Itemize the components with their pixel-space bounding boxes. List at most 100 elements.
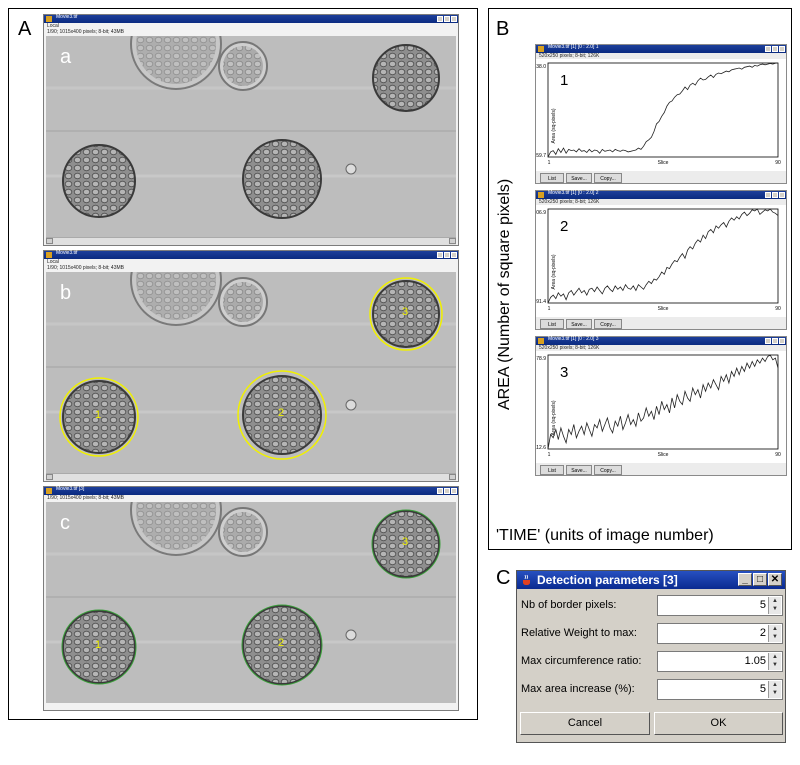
copy-button[interactable]: Copy... — [594, 319, 622, 329]
dialog-titlebar[interactable]: Detection parameters [3] _ □ ✕ — [517, 571, 785, 589]
image-canvas-a[interactable]: a — [46, 36, 456, 237]
circumference-ratio-stepper[interactable]: 1.05 ▲ ▼ — [657, 651, 783, 672]
close-icon[interactable] — [451, 488, 457, 494]
area-plot-2: 24306.9 23491.41 90 Slice Area (sq-pixels) 2 — [536, 205, 786, 317]
horizontal-scrollbar[interactable] — [46, 237, 456, 245]
x-axis-label: Slice — [658, 306, 669, 312]
plot-window-1[interactable]: Movie3.tif [1] [0 : 2.0] 1 520x250 pixels… — [535, 44, 787, 184]
x-min-label: 1 — [548, 452, 551, 458]
image-window-a[interactable]: Movie3.tif Local 1/90; 1015x400 pixels; … — [43, 14, 459, 246]
save-button[interactable]: Save... — [566, 173, 592, 183]
roi-circle-2[interactable] — [237, 370, 327, 460]
cancel-button[interactable]: Cancel — [520, 712, 650, 735]
contour-1[interactable] — [61, 609, 137, 685]
minimize-icon[interactable] — [437, 252, 443, 258]
image-window-a-titlebar[interactable]: Movie3.tif — [44, 14, 458, 23]
plot-window-3[interactable]: Movie3.tif [1] [0 : 2.0] 3 520x250 pixels… — [535, 336, 787, 476]
y-axis-label: Area (sq-pixels) — [551, 400, 557, 435]
x-axis-title: 'TIME' (units of image number) — [496, 527, 714, 544]
spin-down-icon[interactable]: ▼ — [772, 690, 778, 696]
image-window-c-titlebar[interactable]: Movie3.tif [3] — [44, 486, 458, 495]
minimize-icon[interactable] — [765, 192, 771, 198]
detection-parameters-dialog[interactable]: Detection parameters [3] _ □ ✕ Nb of bor… — [516, 570, 786, 743]
copy-button[interactable]: Copy... — [594, 465, 622, 475]
spinner-arrows[interactable]: ▲ ▼ — [768, 681, 781, 698]
spin-down-icon[interactable]: ▼ — [772, 634, 778, 640]
spin-up-icon[interactable]: ▲ — [772, 598, 778, 604]
minimize-icon[interactable]: _ — [738, 573, 752, 586]
area-increase-value[interactable]: 5 — [759, 683, 766, 695]
contour-3[interactable] — [371, 509, 441, 579]
spinner-arrows[interactable]: ▲ ▼ — [768, 597, 781, 614]
close-icon[interactable]: ✕ — [768, 573, 782, 586]
imagej-icon — [46, 488, 52, 494]
y-max-label: 23678.9 — [536, 356, 546, 362]
close-icon[interactable] — [451, 16, 457, 22]
microscopy-image-c — [46, 502, 456, 703]
close-icon[interactable] — [779, 192, 785, 198]
save-button[interactable]: Save... — [566, 465, 592, 475]
save-button[interactable]: Save... — [566, 319, 592, 329]
ok-button[interactable]: OK — [654, 712, 783, 735]
roi-circle-1[interactable] — [59, 377, 139, 457]
list-button[interactable]: List — [540, 173, 564, 183]
horizontal-scrollbar[interactable] — [46, 473, 456, 481]
contour-2[interactable] — [241, 604, 323, 686]
y-axis-label: Area (sq-pixels) — [551, 254, 557, 289]
plot-number: 3 — [560, 364, 568, 381]
subpanel-letter-c: c — [60, 512, 70, 534]
image-canvas-c[interactable]: c 1 2 3 — [46, 502, 456, 703]
window-info-line2: 1/90; 1015x400 pixels; 8-bit; 43MB — [47, 29, 124, 35]
spin-up-icon[interactable]: ▲ — [772, 654, 778, 660]
list-button[interactable]: List — [540, 465, 564, 475]
copy-button[interactable]: Copy... — [594, 173, 622, 183]
minimize-icon[interactable] — [437, 16, 443, 22]
maximize-icon[interactable] — [772, 46, 778, 52]
spinner-arrows[interactable]: ▲ ▼ — [768, 653, 781, 670]
area-series-line — [547, 62, 779, 158]
plot-frame — [547, 354, 779, 450]
close-icon[interactable] — [451, 252, 457, 258]
plot-window-titlebar[interactable]: Movie3.tif [1] [0 : 2.0] 1 — [536, 44, 786, 53]
maximize-icon[interactable]: □ — [753, 573, 767, 586]
panel-a-letter: A — [18, 18, 32, 40]
plot-window-titlebar[interactable]: Movie3.tif [1] [0 : 2.0] 2 — [536, 190, 786, 199]
panel-b-letter: B — [496, 18, 510, 40]
spin-up-icon[interactable]: ▲ — [772, 626, 778, 632]
spin-down-icon[interactable]: ▼ — [772, 662, 778, 668]
image-window-b[interactable]: Movie3.tif Local 1/90; 1015x400 pixels; … — [43, 250, 459, 482]
close-icon[interactable] — [779, 338, 785, 344]
window-info-line2: 1/90; 1015x400 pixels; 8-bit; 43MB — [47, 495, 124, 501]
relative-weight-stepper[interactable]: 2 ▲ ▼ — [657, 623, 783, 644]
minimize-icon[interactable] — [765, 46, 771, 52]
maximize-icon[interactable] — [444, 252, 450, 258]
maximize-icon[interactable] — [444, 488, 450, 494]
area-increase-stepper[interactable]: 5 ▲ ▼ — [657, 679, 783, 700]
spin-down-icon[interactable]: ▼ — [772, 606, 778, 612]
minimize-icon[interactable] — [437, 488, 443, 494]
border-pixels-value[interactable]: 5 — [759, 599, 766, 611]
circumference-ratio-value[interactable]: 1.05 — [744, 655, 766, 667]
minimize-icon[interactable] — [765, 338, 771, 344]
plot-window-2[interactable]: Movie3.tif [1] [0 : 2.0] 2 520x250 pixels… — [535, 190, 787, 330]
list-button[interactable]: List — [540, 319, 564, 329]
maximize-icon[interactable] — [772, 338, 778, 344]
roi-circle-3[interactable] — [369, 277, 443, 351]
spinner-arrows[interactable]: ▲ ▼ — [768, 625, 781, 642]
microscopy-image-a — [46, 36, 456, 237]
relative-weight-value[interactable]: 2 — [759, 627, 766, 639]
maximize-icon[interactable] — [772, 192, 778, 198]
border-pixels-stepper[interactable]: 5 ▲ ▼ — [657, 595, 783, 616]
spin-up-icon[interactable]: ▲ — [772, 682, 778, 688]
plot-window-info: 520x250 pixels; 8-bit; 126K — [539, 199, 600, 205]
maximize-icon[interactable] — [444, 16, 450, 22]
x-max-label: 90 — [775, 160, 781, 166]
image-window-b-titlebar[interactable]: Movie3.tif — [44, 250, 458, 259]
image-canvas-b[interactable]: b 1 2 3 — [46, 272, 456, 473]
roi-label-2: 2 — [278, 637, 285, 649]
imagej-icon — [538, 192, 544, 198]
plot-window-titlebar[interactable]: Movie3.tif [1] [0 : 2.0] 3 — [536, 336, 786, 345]
image-window-c[interactable]: Movie3.tif [3] 1/90; 1015x400 pixels; 8-… — [43, 486, 459, 711]
x-axis-label: Slice — [658, 452, 669, 458]
close-icon[interactable] — [779, 46, 785, 52]
